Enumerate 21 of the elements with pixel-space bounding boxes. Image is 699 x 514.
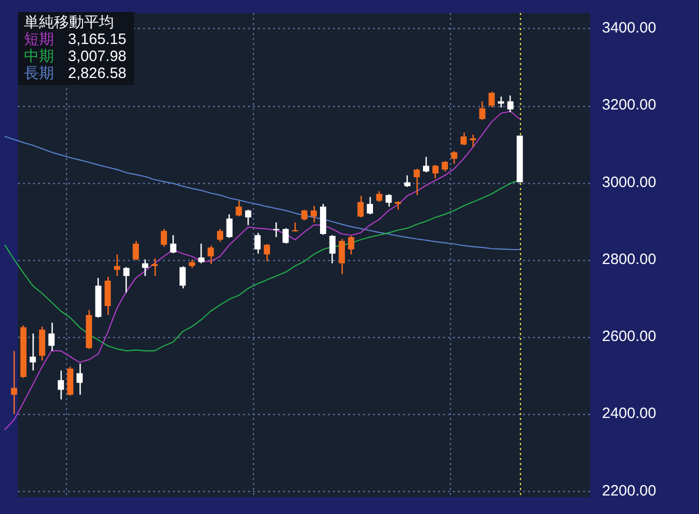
candlestick xyxy=(198,244,204,264)
candlestick xyxy=(10,350,18,414)
y-tick-label: 3200.00 xyxy=(602,96,656,114)
text: 中期 xyxy=(24,48,55,65)
candlestick xyxy=(114,254,120,276)
candlestick xyxy=(292,222,298,232)
text: 長期 xyxy=(24,65,55,82)
y-tick-label: 2800.00 xyxy=(602,250,656,268)
candlestick xyxy=(470,134,476,148)
y-tick-label: 2600.00 xyxy=(602,328,656,346)
annotation: 2,826.58 xyxy=(68,65,126,82)
y-tick-label: 2400.00 xyxy=(602,405,656,422)
text: 短期 xyxy=(24,31,55,48)
y-tick-label: 3400.00 xyxy=(602,20,656,37)
annotation: 3,007.98 xyxy=(68,48,126,65)
candlestick xyxy=(151,258,158,276)
candlestick xyxy=(30,333,36,371)
y-tick-label: 3000.00 xyxy=(602,174,656,191)
y-tick-label: 2200.00 xyxy=(602,482,656,500)
legend-title: 単純移動平均 xyxy=(24,14,115,31)
annotation: 3,165.15 xyxy=(68,31,126,48)
